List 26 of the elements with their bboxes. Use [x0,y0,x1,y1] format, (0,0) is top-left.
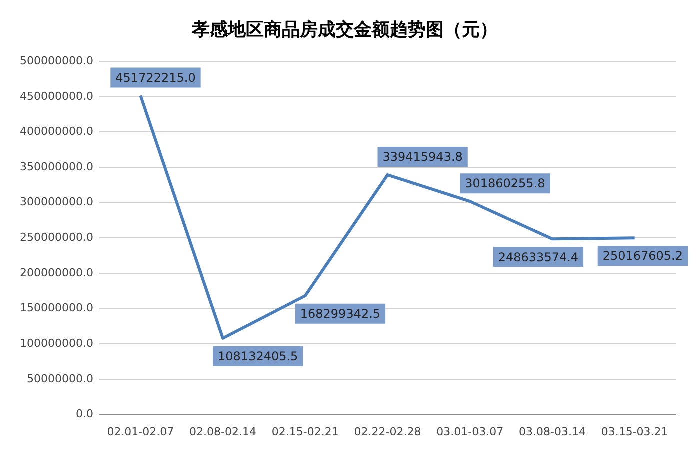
y-tick-label: 0.0 [76,408,94,421]
data-label: 301860255.8 [465,176,546,191]
y-tick-label: 300000000.0 [20,196,94,209]
data-label: 250167605.2 [602,249,684,264]
y-tick-label: 350000000.0 [20,160,94,174]
y-tick-label: 500000000.0 [20,54,94,68]
x-tick-label: 03.15-03.21 [601,425,668,438]
x-tick-label: 02.15-02.21 [272,425,339,438]
x-tick-label: 02.08-02.14 [190,425,256,438]
y-tick-label: 150000000.0 [20,302,94,315]
x-tick-label: 03.01-03.07 [436,425,504,438]
data-label: 451722215.0 [116,70,196,85]
x-tick-label: 02.01-02.07 [107,425,174,438]
data-label: 108132405.5 [218,350,298,364]
y-tick-label: 100000000.0 [20,337,94,350]
chart-title: 孝感地区商品房成交金额趋势图（元） [191,19,498,40]
y-tick-label: 250000000.0 [20,231,94,244]
x-tick-label: 02.22-02.28 [354,425,422,438]
y-tick-label: 450000000.0 [20,90,94,103]
y-tick-label: 400000000.0 [20,125,94,138]
y-tick-label: 200000000.0 [20,266,94,280]
y-tick-label: 50000000.0 [27,372,94,386]
x-tick-label: 03.08-03.14 [518,425,586,438]
data-label: 339415943.8 [382,150,463,164]
data-label: 168299342.5 [300,307,381,322]
data-label: 248633574.4 [498,250,579,264]
